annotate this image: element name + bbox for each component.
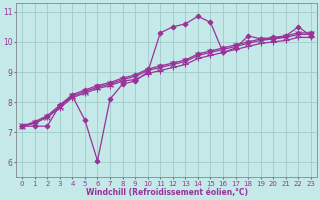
X-axis label: Windchill (Refroidissement éolien,°C): Windchill (Refroidissement éolien,°C) xyxy=(85,188,248,197)
